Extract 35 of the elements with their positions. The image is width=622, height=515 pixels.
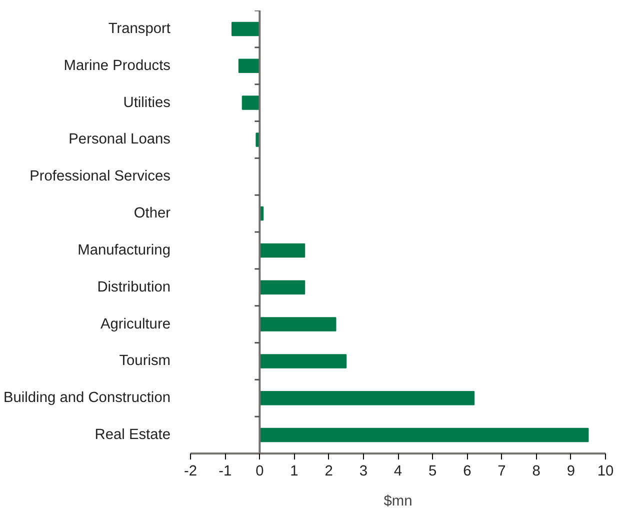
y-tick-label: Personal Loans (68, 132, 171, 148)
x-tick-label: 0 (256, 464, 264, 480)
x-tick-label: 3 (359, 464, 368, 480)
bar (259, 243, 306, 258)
x-tick-label: -1 (218, 464, 232, 480)
y-tick-label: Marine Products (64, 58, 171, 74)
bar (242, 96, 260, 110)
bar (232, 22, 260, 36)
y-tick-label: Tourism (119, 353, 171, 370)
x-axis-title: $mn (384, 494, 412, 510)
x-tick-label: -2 (184, 464, 198, 480)
bar (238, 58, 260, 74)
x-tick-label: 9 (566, 464, 575, 480)
y-tick-label: Agriculture (100, 316, 171, 332)
y-tick-label: Manufacturing (78, 242, 171, 258)
x-tick-label: 8 (532, 464, 540, 480)
x-tick-label: 6 (463, 464, 472, 480)
bar (259, 354, 347, 368)
y-tick-label: Real Estate (94, 427, 170, 444)
y-tick-label: Transport (108, 20, 171, 37)
x-tick-label: 7 (498, 464, 506, 480)
x-tick-label: 5 (428, 464, 437, 480)
x-tick-label: 10 (597, 464, 614, 480)
bar (259, 428, 589, 442)
x-tick-label: 1 (290, 464, 298, 480)
bar (259, 280, 306, 295)
x-tick-label: 4 (394, 464, 402, 480)
y-tick-label: Building and Construction (3, 390, 171, 406)
y-tick-label: Distribution (97, 279, 171, 296)
y-tick-label: Professional Services (30, 168, 171, 185)
bar (259, 317, 336, 332)
y-tick-label: Utilities (123, 94, 170, 111)
x-tick-label: 2 (324, 464, 333, 480)
y-tick-label: Other (134, 206, 171, 222)
bar (259, 390, 475, 406)
